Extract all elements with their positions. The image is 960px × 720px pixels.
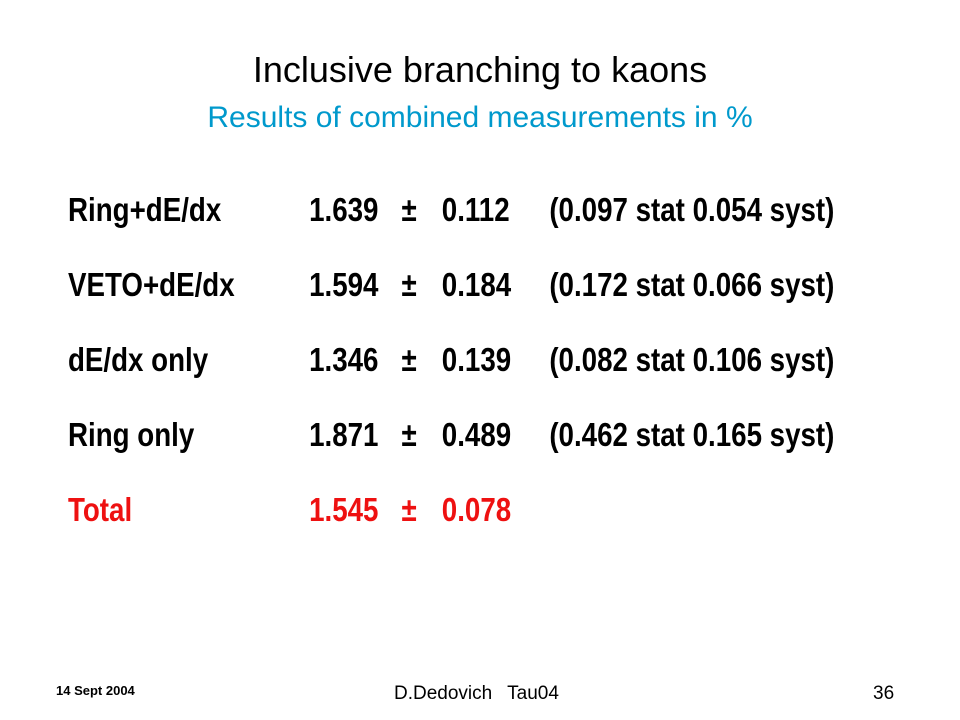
error-breakdown: (0.097 stat 0.054 syst) xyxy=(549,191,835,228)
slide-title: Inclusive branching to kaons xyxy=(252,49,708,90)
branching-value: 1.545 xyxy=(309,491,379,528)
method-label: Ring only xyxy=(68,416,195,453)
branching-value: 1.639 xyxy=(309,191,379,228)
total-error: 0.184 xyxy=(441,266,512,303)
method-label: VETO+dE/dx xyxy=(68,266,235,303)
method-label: Total xyxy=(68,491,133,528)
branching-value: 1.871 xyxy=(309,416,379,453)
total-error: 0.078 xyxy=(441,491,512,528)
branching-value: 1.346 xyxy=(309,341,379,378)
plus-minus-sign: ± xyxy=(401,341,417,378)
method-label: Ring+dE/dx xyxy=(68,191,222,228)
error-breakdown: (0.172 stat 0.066 syst) xyxy=(549,266,835,303)
total-error: 0.112 xyxy=(441,191,510,228)
slide-subtitle: Results of combined measurements in % xyxy=(207,101,753,134)
footer-date: 14 Sept 2004 xyxy=(56,683,135,698)
branching-value: 1.594 xyxy=(309,266,379,303)
total-error: 0.139 xyxy=(441,341,512,378)
total-error: 0.489 xyxy=(441,416,512,453)
plus-minus-sign: ± xyxy=(401,191,417,228)
error-breakdown: (0.462 stat 0.165 syst) xyxy=(549,416,835,453)
plus-minus-sign: ± xyxy=(401,491,417,528)
error-breakdown: (0.082 stat 0.106 syst) xyxy=(549,341,835,378)
page-number: 36 xyxy=(873,683,895,704)
plus-minus-sign: ± xyxy=(401,416,417,453)
plus-minus-sign: ± xyxy=(401,266,417,303)
method-label: dE/dx only xyxy=(68,341,209,378)
footer-author: D.Dedovich Tau04 xyxy=(394,683,559,704)
